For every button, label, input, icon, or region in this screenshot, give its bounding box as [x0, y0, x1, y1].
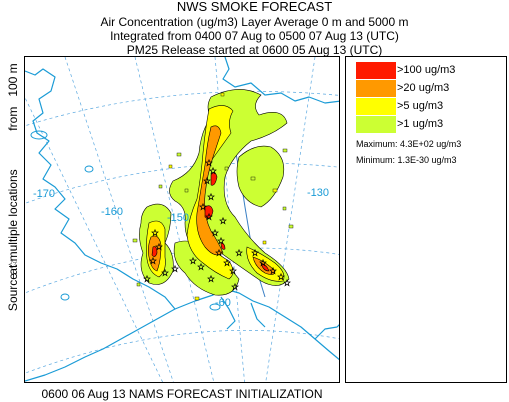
star-icon [231, 282, 239, 291]
star-icon [211, 228, 219, 237]
plume-spot [272, 188, 278, 193]
minimum-value: Minimum: 1.3E-30 ug/m3 [356, 155, 457, 165]
star-icon [189, 256, 197, 265]
legend-label: >20 ug/m3 [397, 82, 450, 94]
star-icon [223, 258, 231, 267]
star-icon [217, 236, 225, 245]
star-icon [149, 256, 157, 265]
star-icon [259, 258, 267, 267]
star-icon [209, 166, 217, 175]
plume-spot [220, 92, 225, 97]
star-icon [229, 266, 237, 275]
plume-spot [176, 152, 182, 157]
star-icon [207, 274, 215, 283]
star-icon [215, 248, 223, 257]
source-markers [143, 158, 291, 291]
concentration-description: Air Concentration (ug/m3) Layer Average … [100, 15, 409, 29]
plume-spot [282, 206, 287, 211]
release-start: PM25 Release started at 0600 05 Aug 13 (… [126, 43, 383, 57]
legend-swatch [356, 80, 396, 97]
star-icon [205, 158, 213, 167]
plume-spot [288, 224, 294, 229]
star-icon [277, 272, 285, 281]
plume-spot [224, 166, 229, 171]
plume-spot [136, 282, 141, 287]
star-icon [151, 228, 159, 237]
longitude-label-150: -150 [167, 212, 189, 224]
star-icon [143, 274, 151, 283]
plume-spot [262, 240, 267, 245]
source-symbol-label: Source ☆ [6, 258, 20, 312]
longitude-label-170: -170 [33, 188, 55, 200]
longitude-labels: -170 -160 -150 -130 -60 [33, 187, 329, 309]
star-icon [235, 248, 243, 257]
legend-label: >1 ug/m3 [397, 118, 444, 130]
legend: >100 ug/m3 >20 ug/m3 >5 ug/m3 >1 ug/m3 M… [345, 56, 507, 383]
legend-item: >20 ug/m3 [356, 80, 506, 97]
star-icon [197, 262, 205, 271]
plume-spot [158, 184, 163, 189]
longitude-label-160: -160 [101, 206, 123, 218]
plume-spot [132, 238, 138, 243]
legend-item: >100 ug/m3 [356, 62, 506, 79]
smoke-plume [139, 89, 290, 296]
star-icon [155, 242, 163, 251]
plume-spot [250, 176, 256, 181]
longitude-label-60: -60 [215, 297, 231, 309]
islands [30, 130, 221, 311]
scattered-plume-spots [132, 92, 294, 301]
star-icon [283, 278, 291, 287]
plume-spot [184, 188, 189, 193]
plume-spot [194, 296, 200, 301]
star-icon [161, 268, 169, 277]
alaska-coastline [25, 57, 339, 382]
forecast-initialization: 0600 06 Aug 13 NAMS FORECAST INITIALIZAT… [41, 387, 323, 401]
longitude-label-130: -130 [307, 187, 329, 199]
legend-swatch [356, 98, 396, 115]
legend-label: >100 ug/m3 [397, 64, 456, 76]
forecast-title: NWS SMOKE FORECAST [176, 0, 333, 14]
star-icon [269, 266, 277, 275]
plume-spot [168, 164, 173, 169]
star-icon [251, 248, 259, 257]
star-icon [207, 192, 215, 201]
star-icon [205, 212, 213, 221]
smoke-map: -170 -160 -150 -130 -60 [24, 56, 340, 383]
legend-swatch [356, 116, 396, 133]
integration-period: Integrated from 0400 07 Aug to 0500 07 A… [110, 29, 399, 43]
star-icon [203, 176, 211, 185]
star-icon [171, 264, 179, 273]
star-icon [219, 216, 227, 225]
star-icon [199, 202, 207, 211]
maximum-value: Maximum: 4.3E+02 ug/m3 [356, 139, 462, 149]
legend-item: >1 ug/m3 [356, 116, 506, 133]
legend-swatch [356, 62, 396, 79]
legend-label: >5 ug/m3 [397, 100, 444, 112]
plume-spot [282, 148, 288, 153]
legend-item: >5 ug/m3 [356, 98, 506, 115]
